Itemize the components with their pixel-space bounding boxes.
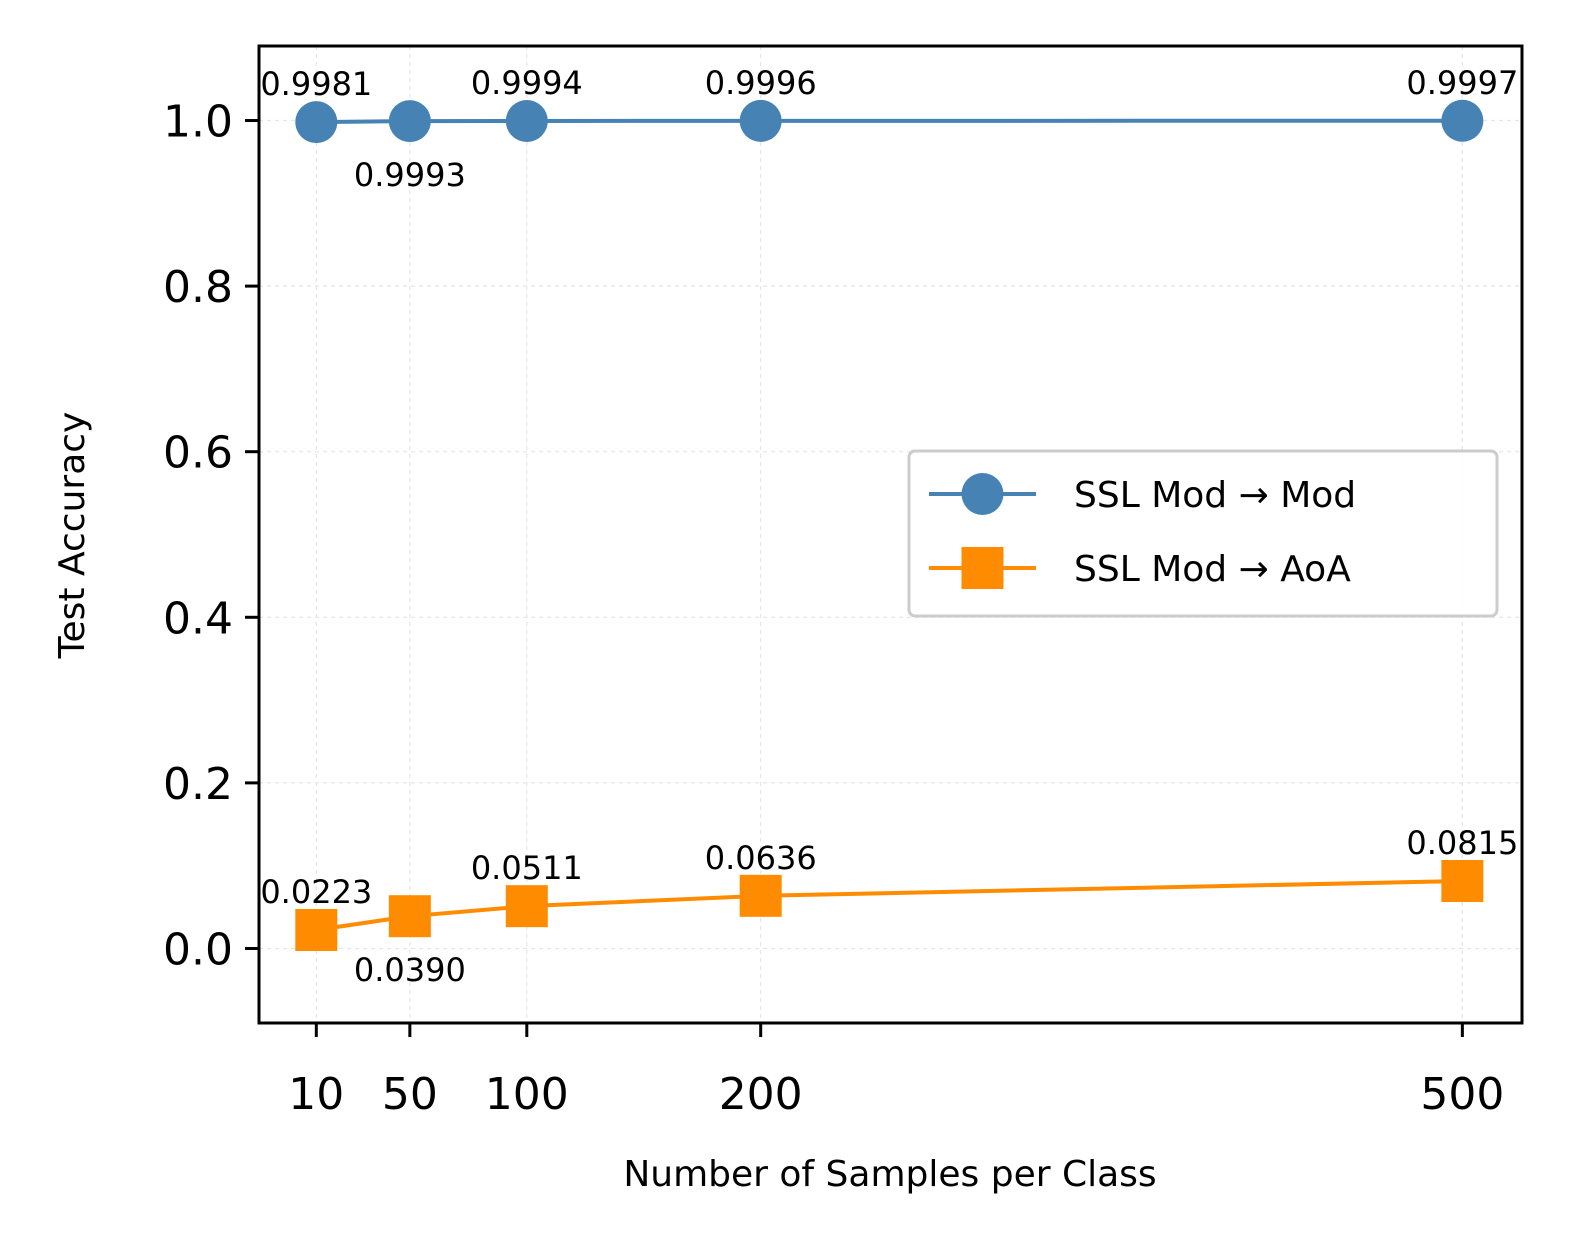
data-label: 0.0511	[471, 849, 583, 887]
y-tick-label: 0.0	[163, 924, 233, 975]
data-label: 0.9994	[471, 64, 583, 102]
legend: SSL Mod → Mod SSL Mod → AoA	[907, 449, 1499, 618]
y-axis-title: Test Accuracy	[52, 412, 93, 660]
data-labels: 0.9981 0.9993 0.9994 0.9996 0.9997 0.0223 0.03…	[260, 64, 1518, 989]
x-tick-label: 200	[719, 1069, 803, 1120]
x-tick-label: 10	[288, 1069, 344, 1120]
data-point-marker	[1441, 860, 1484, 903]
data-point-marker	[1441, 99, 1484, 142]
legend-box	[907, 449, 1499, 618]
data-point-marker	[739, 99, 782, 142]
series-line	[316, 879, 1463, 932]
x-tick-label: 100	[485, 1069, 569, 1120]
x-tick-label: 50	[382, 1069, 438, 1120]
data-label: 0.0390	[354, 951, 466, 989]
y-tick-label: 0.4	[163, 593, 233, 644]
series-2	[295, 860, 1484, 952]
data-point-marker	[739, 874, 782, 917]
legend-entry: SSL Mod → Mod	[1074, 475, 1356, 516]
data-label: 0.9997	[1406, 64, 1518, 102]
legend-marker	[961, 473, 1004, 515]
data-point-marker	[505, 100, 548, 143]
data-point-marker	[295, 101, 338, 144]
data-label: 0.9993	[354, 156, 466, 194]
legend-entry: SSL Mod → AoA	[1074, 549, 1351, 590]
data-label: 0.9981	[260, 65, 372, 103]
data-point-marker	[388, 895, 431, 938]
axis-ticks: 0.0 0.2 0.4 0.6 0.8 1.0 10 50 100 200 500	[163, 97, 1504, 1120]
x-tick-label: 500	[1420, 1069, 1504, 1120]
y-tick-label: 0.8	[163, 262, 233, 313]
series-layer	[295, 99, 1484, 952]
data-point-marker	[295, 909, 338, 952]
data-point-marker	[505, 885, 548, 928]
plot-frame	[257, 44, 1524, 1025]
y-tick-label: 0.6	[163, 428, 233, 479]
series-line	[316, 118, 1463, 125]
data-point-marker	[388, 100, 431, 143]
data-label: 0.0223	[260, 873, 372, 911]
x-axis-title: Number of Samples per Class	[623, 1154, 1156, 1195]
data-label: 0.9996	[705, 64, 817, 102]
y-tick-label: 1.0	[163, 97, 233, 148]
data-label: 0.0815	[1406, 824, 1518, 862]
series-1	[295, 99, 1484, 144]
y-tick-label: 0.2	[163, 759, 233, 810]
data-label: 0.0636	[705, 839, 817, 877]
legend-marker	[961, 547, 1004, 589]
